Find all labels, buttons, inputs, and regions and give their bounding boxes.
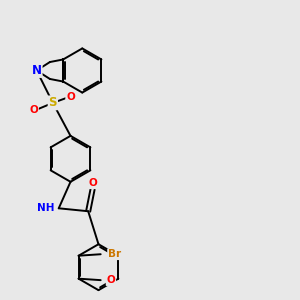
Text: N: N (32, 64, 42, 77)
Text: S: S (49, 96, 57, 110)
Text: O: O (66, 92, 75, 102)
Text: Br: Br (108, 249, 121, 259)
Text: O: O (29, 105, 38, 115)
Text: O: O (88, 178, 97, 188)
Text: O: O (106, 275, 115, 285)
Text: NH: NH (37, 203, 54, 213)
